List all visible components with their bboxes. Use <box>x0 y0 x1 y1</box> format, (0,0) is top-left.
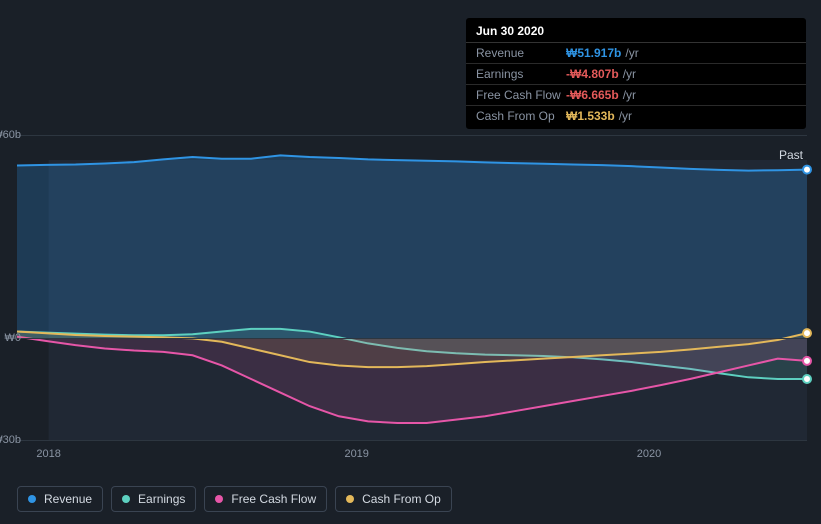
gridline <box>17 135 807 136</box>
tooltip-row-unit: /yr <box>619 109 632 123</box>
gridline <box>17 440 807 441</box>
fcf-end-marker <box>803 357 811 365</box>
gridline <box>17 338 807 339</box>
tooltip-row: Free Cash Flow-₩6.665b/yr <box>466 85 806 106</box>
tooltip-row-value: -₩4.807b <box>566 67 619 81</box>
y-axis-label: -₩30b <box>0 434 21 446</box>
legend-item-revenue[interactable]: Revenue <box>17 486 103 512</box>
earnings-end-marker <box>803 375 811 383</box>
tooltip-row: Earnings-₩4.807b/yr <box>466 64 806 85</box>
legend-item-cfo[interactable]: Cash From Op <box>335 486 452 512</box>
legend-dot-icon <box>28 495 36 503</box>
tooltip-row-value: -₩6.665b <box>566 88 619 102</box>
legend-item-earnings[interactable]: Earnings <box>111 486 196 512</box>
revenue-area <box>17 155 807 338</box>
legend-dot-icon <box>122 495 130 503</box>
tooltip-row-unit: /yr <box>623 88 636 102</box>
x-axis-label: 2019 <box>344 448 368 460</box>
y-axis-label: ₩0 <box>0 332 21 344</box>
x-axis-label: 2020 <box>637 448 661 460</box>
legend-dot-icon <box>346 495 354 503</box>
financial-chart: ₩60b ₩0 -₩30b 2018 2019 2020 Past Jun 30 202… <box>0 0 821 524</box>
legend-item-fcf[interactable]: Free Cash Flow <box>204 486 327 512</box>
x-axis-label: 2018 <box>36 448 60 460</box>
cfo-end-marker <box>803 329 811 337</box>
tooltip-row-value: ₩51.917b <box>566 46 621 60</box>
legend-item-label: Cash From Op <box>362 492 441 506</box>
tooltip-row: Revenue₩51.917b/yr <box>466 43 806 64</box>
chart-tooltip: Jun 30 2020 Revenue₩51.917b/yrEarnings-₩… <box>466 18 806 129</box>
tooltip-row-unit: /yr <box>625 46 638 60</box>
legend-item-label: Revenue <box>44 492 92 506</box>
tooltip-row: Cash From Op₩1.533b/yr <box>466 106 806 129</box>
tooltip-row-label: Cash From Op <box>476 109 566 123</box>
tooltip-date: Jun 30 2020 <box>466 18 806 43</box>
tooltip-row-label: Revenue <box>476 46 566 60</box>
revenue-end-marker <box>803 166 811 174</box>
tooltip-row-label: Earnings <box>476 67 566 81</box>
y-axis-label: ₩60b <box>0 129 21 141</box>
tooltip-row-value: ₩1.533b <box>566 109 615 123</box>
legend-item-label: Free Cash Flow <box>231 492 316 506</box>
past-label: Past <box>779 148 803 162</box>
legend-dot-icon <box>215 495 223 503</box>
tooltip-row-unit: /yr <box>623 67 636 81</box>
legend-item-label: Earnings <box>138 492 185 506</box>
tooltip-row-label: Free Cash Flow <box>476 88 566 102</box>
chart-legend: Revenue Earnings Free Cash Flow Cash From O… <box>17 486 452 512</box>
